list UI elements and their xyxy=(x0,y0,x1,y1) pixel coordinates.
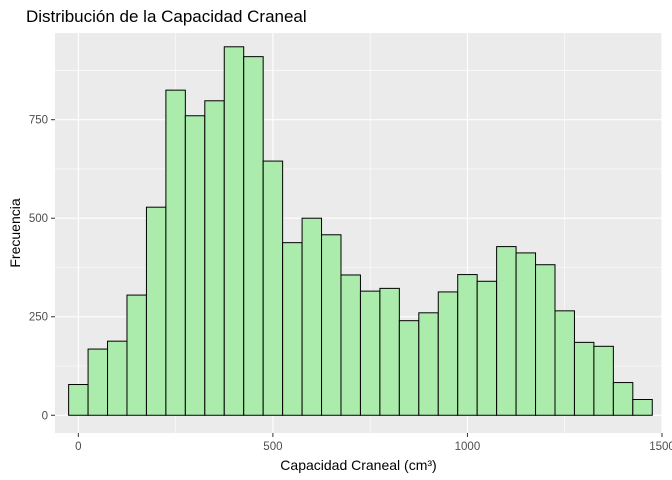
histogram-bar xyxy=(398,320,420,416)
histogram-bar xyxy=(184,115,206,416)
y-tick-label: 500 xyxy=(29,213,48,225)
histogram-bar xyxy=(573,341,595,416)
x-tick-label: 1500 xyxy=(649,441,672,453)
x-tick-label: 0 xyxy=(75,441,81,453)
histogram-bar xyxy=(204,100,225,416)
histogram-bar xyxy=(593,345,614,416)
histogram-bar xyxy=(87,348,109,416)
y-tick-label: 750 xyxy=(29,115,48,127)
histogram-bar xyxy=(554,310,575,416)
histogram-bar xyxy=(515,252,537,416)
histogram-bar xyxy=(340,274,361,416)
histogram-bar xyxy=(359,290,381,416)
y-axis-title: Frecuencia xyxy=(7,198,23,267)
y-tick-label: 0 xyxy=(42,410,48,422)
histogram-bar xyxy=(145,206,167,416)
histogram-bar xyxy=(418,312,439,416)
histogram-bar xyxy=(379,287,400,416)
histogram-bar xyxy=(632,399,653,416)
x-axis-ticks: 0 500 1000 1500 xyxy=(75,433,672,453)
x-tick-label: 1000 xyxy=(455,441,481,453)
histogram-bar xyxy=(282,242,303,416)
histogram-bar xyxy=(262,160,284,416)
histogram-bar xyxy=(243,56,264,416)
histogram-bar xyxy=(535,264,556,416)
histogram-bar xyxy=(68,384,89,416)
histogram-bar xyxy=(612,382,634,416)
chart-title: Distribución de la Capacidad Craneal xyxy=(26,7,307,26)
histogram-bar xyxy=(223,46,245,416)
histogram-bar xyxy=(496,246,517,416)
histogram-bar xyxy=(476,280,498,416)
histogram-bar xyxy=(437,291,459,416)
x-tick-label: 500 xyxy=(263,441,282,453)
histogram-bar xyxy=(301,217,323,416)
histogram-bar xyxy=(126,294,147,416)
histogram-bar xyxy=(457,274,478,416)
histogram-bar xyxy=(165,89,186,416)
bars xyxy=(68,46,653,416)
histogram-bar xyxy=(107,340,128,416)
x-axis-title: Capacidad Craneal (cm³) xyxy=(280,457,436,473)
histogram-bar xyxy=(321,234,342,416)
y-axis-ticks: 0 250 500 750 xyxy=(29,115,55,422)
y-tick-label: 250 xyxy=(29,312,48,324)
